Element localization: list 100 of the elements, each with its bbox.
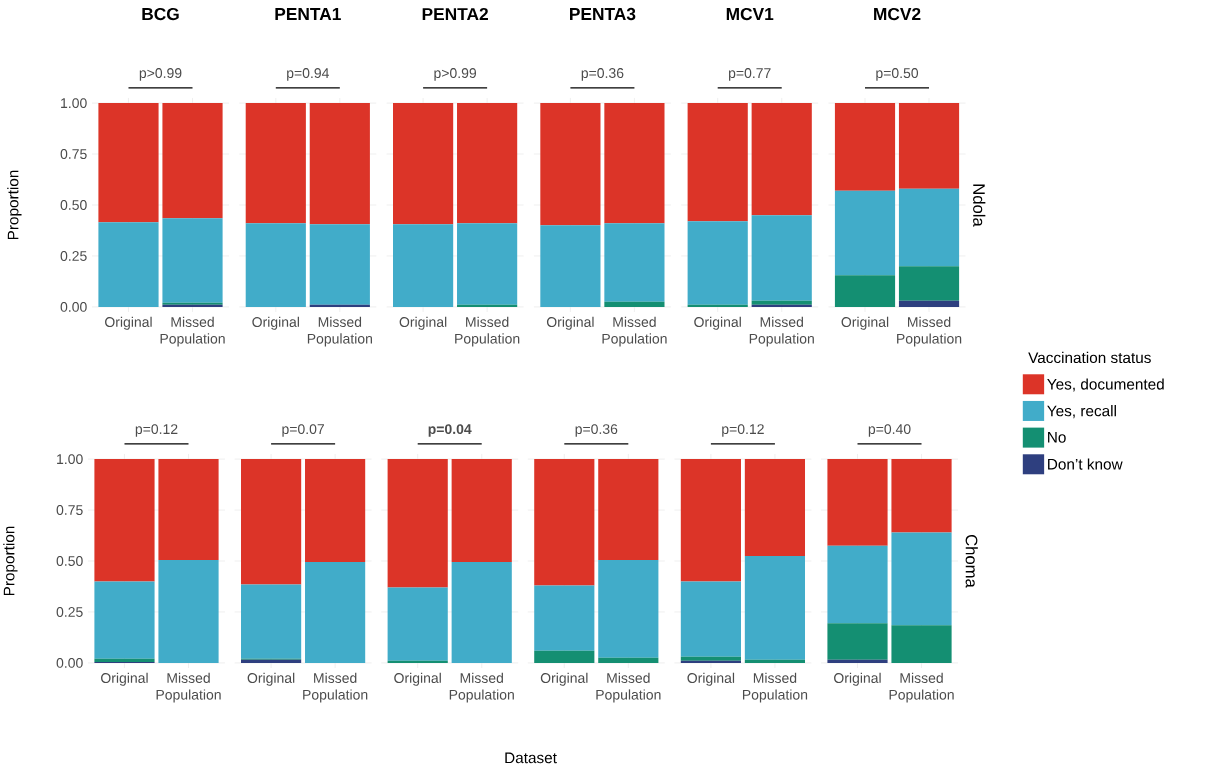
- text: p=0.04: [428, 424, 472, 437]
- bar: [751, 103, 812, 216]
- x-tick-label: Original: [834, 672, 881, 686]
- bar: [387, 587, 448, 661]
- legend-title: Vaccination status: [1028, 351, 1151, 364]
- x-tick-label: Missed Population: [889, 672, 954, 703]
- text: p=0.40: [868, 424, 911, 437]
- bar: [891, 625, 952, 663]
- y-axis-title: Proportion: [7, 170, 22, 240]
- chart-title: BCG: [142, 7, 179, 21]
- text: p=0.36: [581, 68, 624, 81]
- bar: [457, 223, 518, 305]
- y-tick-label: 0.50: [56, 556, 83, 566]
- x-tick-label: Original: [394, 672, 441, 686]
- x-tick-label: Missed Population: [449, 672, 514, 703]
- bar: [451, 459, 512, 563]
- x-tick-label: Original: [105, 316, 152, 330]
- x-tick-label: Original: [247, 672, 295, 686]
- bar: [387, 660, 448, 663]
- x-tick-label: Original: [540, 672, 588, 686]
- bar: [680, 581, 741, 657]
- text: p=0.12: [722, 424, 764, 437]
- bar: [751, 215, 812, 301]
- x-tick-label: Missed Population: [156, 672, 221, 703]
- y-tick-label: 1.00: [57, 454, 83, 465]
- bar: [158, 459, 219, 560]
- chart-title: MCV2: [874, 7, 921, 21]
- bar: [245, 103, 306, 224]
- bar: [744, 459, 806, 556]
- x-tick-label: Missed Population: [455, 316, 520, 347]
- bar: [751, 304, 812, 307]
- bar: [687, 221, 748, 305]
- bar: [898, 266, 960, 301]
- bar: [305, 459, 366, 563]
- bar: [598, 559, 659, 658]
- text: p=0.50: [876, 68, 919, 81]
- bar: [309, 304, 370, 307]
- x-tick-label: Original: [252, 316, 299, 330]
- text: p=0.07: [282, 424, 324, 437]
- bar: [598, 657, 659, 663]
- bar: [827, 659, 888, 663]
- x-tick-label: Missed Population: [742, 672, 808, 703]
- chart-title: MCV1: [726, 7, 774, 21]
- bar: [898, 188, 960, 267]
- x-tick-label: Original: [546, 316, 594, 330]
- bar: [744, 659, 806, 663]
- chart-title: PENTA2: [422, 7, 488, 21]
- y-tick-label: 0.00: [60, 301, 87, 312]
- bar: [834, 190, 896, 276]
- bar: [751, 300, 812, 305]
- bar: [540, 103, 601, 226]
- bar: [393, 103, 454, 225]
- bar: [898, 300, 960, 307]
- text: p>0.99: [434, 68, 477, 81]
- chart-title: PENTA1: [275, 8, 341, 20]
- bar: [827, 459, 888, 546]
- bar: [158, 559, 219, 663]
- bar: [162, 218, 223, 303]
- y-tick-label: 0.75: [60, 149, 87, 160]
- x-tick-label: Missed Population: [596, 672, 661, 703]
- text: p=0.94: [287, 68, 329, 81]
- text: p>0.99: [139, 68, 182, 81]
- text: p=0.77: [729, 68, 771, 81]
- bar: [457, 304, 518, 307]
- x-tick-label: Missed Population: [307, 316, 372, 347]
- text: Choma: [965, 534, 978, 588]
- bar: [687, 103, 748, 222]
- bar: [305, 562, 366, 663]
- bar: [94, 581, 155, 659]
- bar: [680, 656, 741, 661]
- bar: [834, 275, 896, 307]
- y-tick-label: 1.00: [61, 98, 87, 109]
- bar: [98, 222, 159, 307]
- legend-label: Yes, recall: [1047, 405, 1116, 419]
- bar: [598, 459, 659, 560]
- bar: [245, 223, 306, 307]
- bar: [534, 459, 595, 586]
- bar: [94, 459, 155, 582]
- y-tick-label: 0.50: [60, 200, 87, 210]
- text: p=0.12: [135, 424, 178, 437]
- bar: [98, 103, 159, 223]
- x-tick-label: Missed Population: [602, 316, 667, 347]
- y-tick-label: 0.25: [56, 607, 83, 617]
- bar: [680, 660, 741, 663]
- x-tick-label: Missed Population: [749, 316, 814, 347]
- legend-label: No: [1048, 432, 1066, 443]
- chart-title: PENTA3: [570, 7, 636, 21]
- x-tick-label: Missed Population: [897, 316, 962, 347]
- bar: [393, 224, 454, 307]
- bar: [534, 585, 595, 651]
- bar: [604, 223, 665, 302]
- bar: [451, 562, 512, 663]
- x-tick-label: Missed Population: [303, 672, 368, 703]
- x-tick-label: Original: [841, 316, 889, 330]
- bar: [162, 103, 223, 219]
- bar: [457, 103, 518, 224]
- text: p=0.36: [575, 424, 618, 437]
- bar: [309, 224, 370, 305]
- x-tick-label: Missed Population: [160, 316, 225, 347]
- x-axis-title: Dataset: [505, 752, 557, 764]
